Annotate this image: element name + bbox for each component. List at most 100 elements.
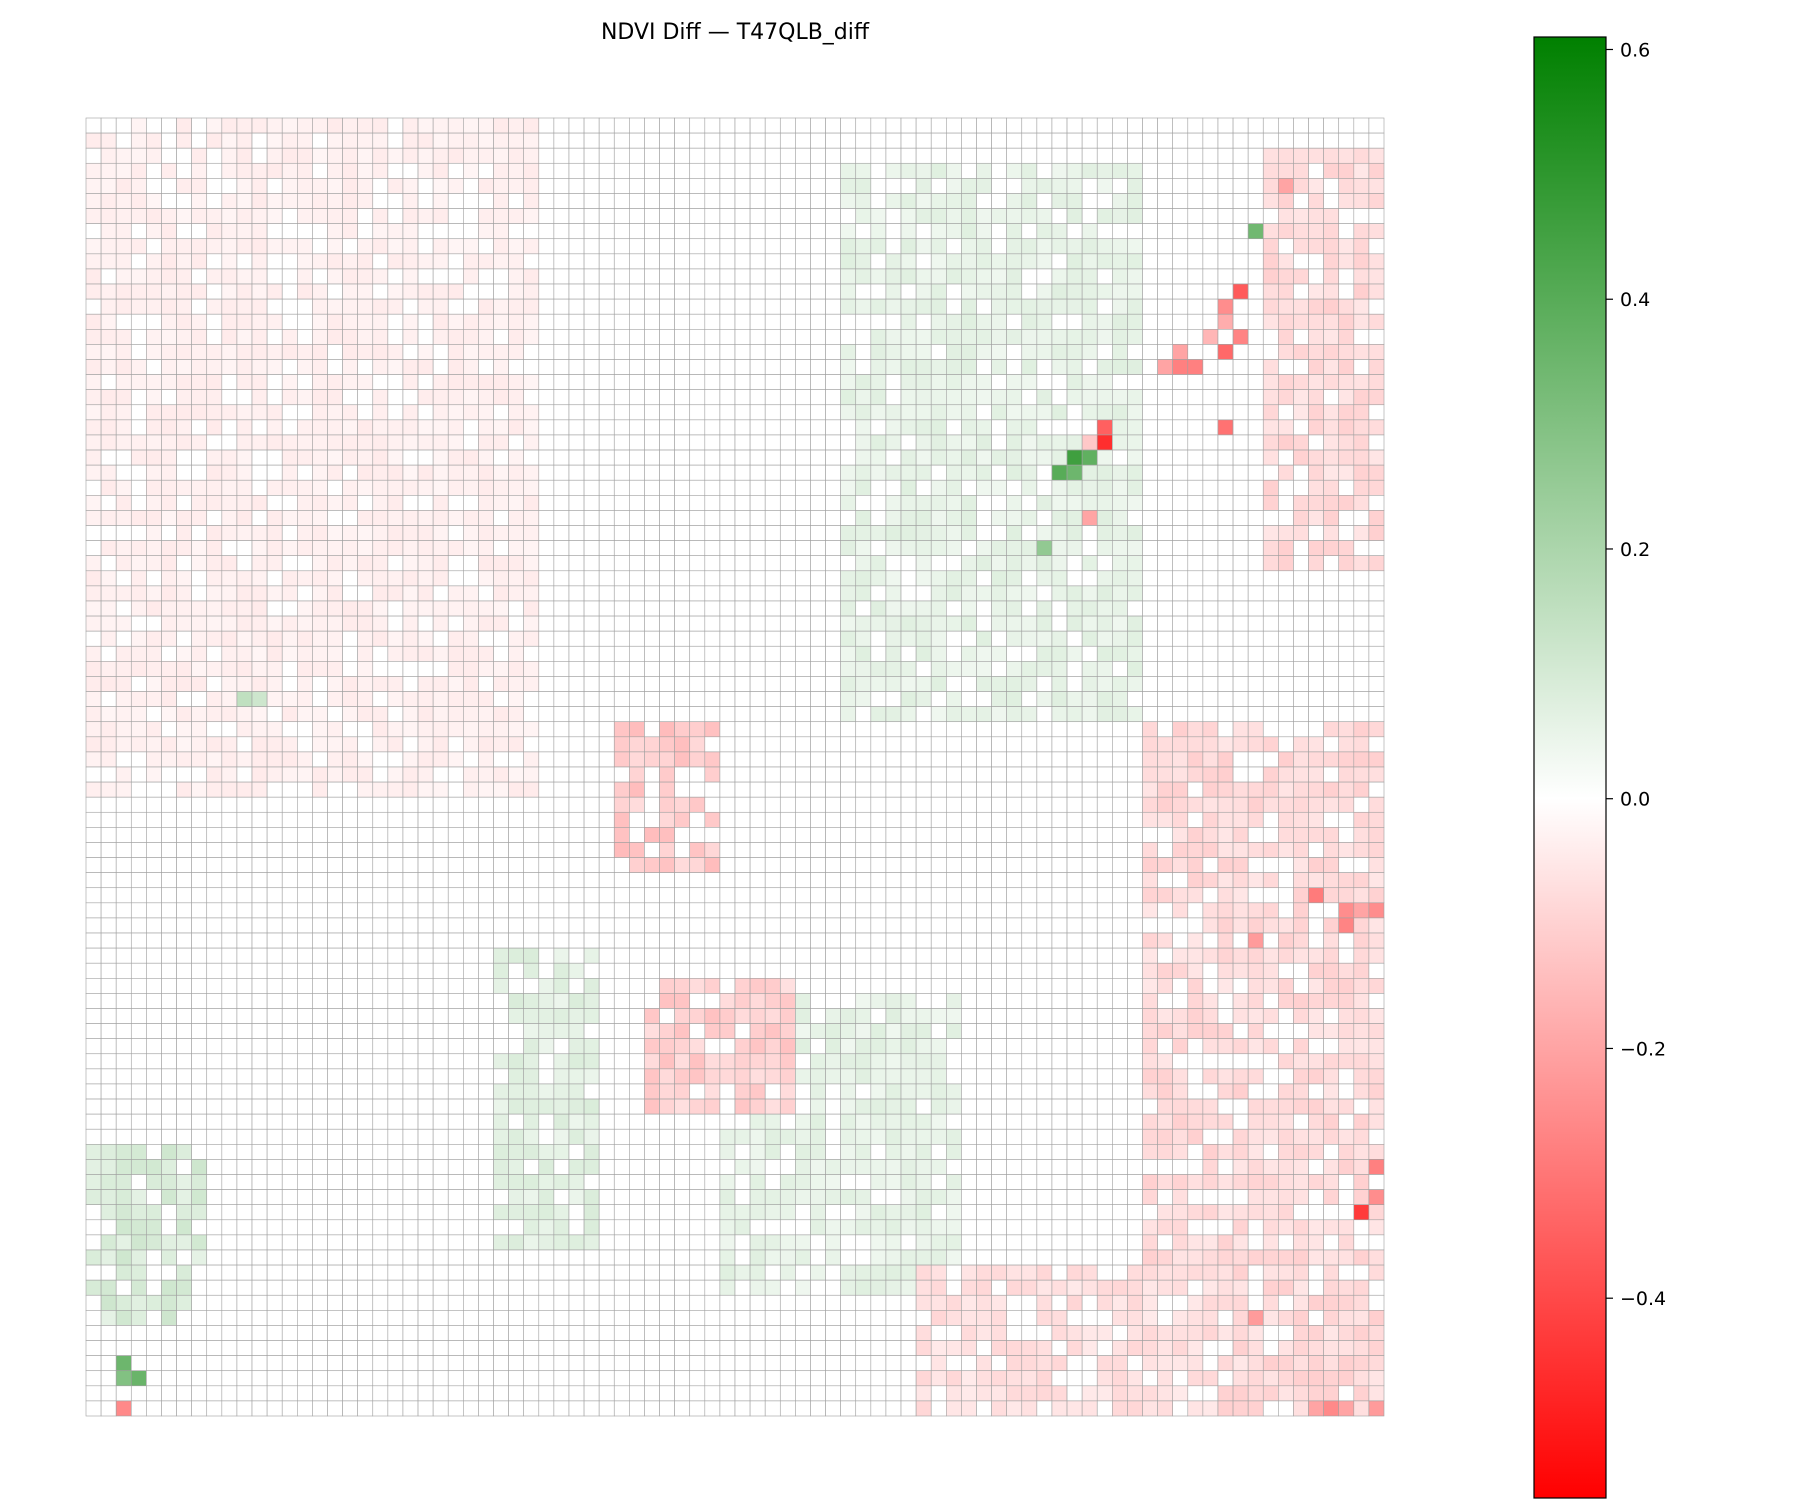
heatmap-cell <box>1338 706 1355 723</box>
heatmap-cell <box>251 419 268 436</box>
heatmap-cell <box>1353 661 1370 677</box>
heatmap-cell <box>191 193 208 209</box>
heatmap-cell <box>478 902 494 919</box>
heatmap-cell <box>945 917 962 934</box>
heatmap-cell <box>779 585 796 602</box>
heatmap-cell <box>417 162 434 179</box>
heatmap-cell <box>281 962 298 979</box>
heatmap-cell <box>85 132 102 149</box>
heatmap-cell <box>206 630 223 647</box>
heatmap-cell <box>447 585 464 602</box>
heatmap-cell <box>161 298 177 315</box>
heatmap-cell <box>191 932 208 949</box>
heatmap-cell <box>644 706 660 723</box>
heatmap-cell <box>885 827 902 843</box>
heatmap-cell <box>1323 193 1340 209</box>
heatmap-cell <box>1172 434 1189 451</box>
heatmap-cell <box>447 268 464 285</box>
heatmap-cell <box>447 193 464 209</box>
heatmap-cell <box>1247 253 1264 270</box>
heatmap-cell <box>1021 947 1038 964</box>
heatmap-cell <box>840 495 857 511</box>
heatmap-cell <box>945 766 962 783</box>
heatmap-cell <box>1308 359 1324 375</box>
heatmap-cell <box>508 313 524 330</box>
heatmap-cell <box>613 676 630 692</box>
heatmap-cell <box>1323 344 1340 360</box>
heatmap-cell <box>689 132 706 149</box>
heatmap-cell <box>115 449 132 466</box>
heatmap-cell <box>523 842 540 858</box>
heatmap-cell <box>1051 857 1068 873</box>
heatmap-cell <box>689 796 706 813</box>
heatmap-cell <box>779 827 796 843</box>
heatmap-cell <box>553 510 570 526</box>
heatmap-cell <box>357 162 374 179</box>
heatmap-cell <box>1217 132 1234 149</box>
heatmap-cell <box>553 600 570 617</box>
heatmap-cell <box>659 404 675 421</box>
heatmap-cell <box>387 736 404 753</box>
heatmap-cell <box>296 419 313 436</box>
heatmap-cell <box>900 736 917 753</box>
heatmap-cell <box>161 223 177 240</box>
heatmap-cell <box>312 132 328 149</box>
heatmap-cell <box>568 525 585 541</box>
heatmap-cell <box>508 147 524 164</box>
heatmap-cell <box>1278 223 1294 240</box>
heatmap-cell <box>508 706 524 723</box>
heatmap-cell <box>463 162 479 179</box>
heatmap-cell <box>1051 600 1068 617</box>
heatmap-cell <box>659 661 675 677</box>
heatmap-cell <box>1187 495 1204 511</box>
heatmap-cell <box>810 147 826 164</box>
heatmap-cell <box>1036 374 1053 390</box>
heatmap-cell <box>1142 902 1158 919</box>
heatmap-cell <box>161 872 177 889</box>
heatmap-cell <box>1187 706 1204 723</box>
heatmap-cell <box>659 706 675 723</box>
heatmap-cell <box>1202 887 1219 904</box>
heatmap-cell <box>296 449 313 466</box>
heatmap-cell <box>674 706 691 723</box>
heatmap-cell <box>930 842 947 858</box>
heatmap-cell <box>1112 902 1128 919</box>
heatmap-cell <box>115 706 132 723</box>
heatmap-cell <box>734 947 751 964</box>
heatmap-cell <box>1308 902 1324 919</box>
heatmap-cell <box>674 328 691 345</box>
heatmap-cell <box>1262 872 1279 889</box>
heatmap-cell <box>296 857 313 873</box>
heatmap-cell <box>342 238 358 255</box>
heatmap-cell <box>161 238 177 255</box>
heatmap-cell <box>251 223 268 240</box>
heatmap-cell <box>1157 736 1173 753</box>
heatmap-cell <box>1368 464 1385 481</box>
heatmap-cell <box>463 359 479 375</box>
heatmap-cell <box>659 811 675 828</box>
heatmap-cell <box>1323 313 1340 330</box>
heatmap-cell <box>704 162 721 179</box>
heatmap-cell <box>176 389 192 406</box>
heatmap-cell <box>553 328 570 345</box>
heatmap-cell <box>281 283 298 300</box>
heatmap-cell <box>130 359 147 375</box>
heatmap-cell <box>342 691 358 707</box>
heatmap-cell <box>1066 827 1083 843</box>
heatmap-cell <box>508 162 524 179</box>
heatmap-cell <box>915 947 932 964</box>
heatmap-cell <box>659 842 675 858</box>
heatmap-cell <box>629 117 645 134</box>
heatmap-cell <box>855 977 872 994</box>
heatmap-cell <box>1202 585 1219 602</box>
heatmap-cell <box>523 811 540 828</box>
heatmap-cell <box>161 736 177 753</box>
heatmap-cell <box>870 917 887 934</box>
heatmap-cell <box>749 585 766 602</box>
heatmap-cell <box>1172 570 1189 587</box>
heatmap-cell <box>176 283 192 300</box>
heatmap-cell <box>1142 178 1158 194</box>
heatmap-cell <box>1051 253 1068 270</box>
heatmap-cell <box>1308 389 1324 406</box>
heatmap-cell <box>583 691 600 707</box>
